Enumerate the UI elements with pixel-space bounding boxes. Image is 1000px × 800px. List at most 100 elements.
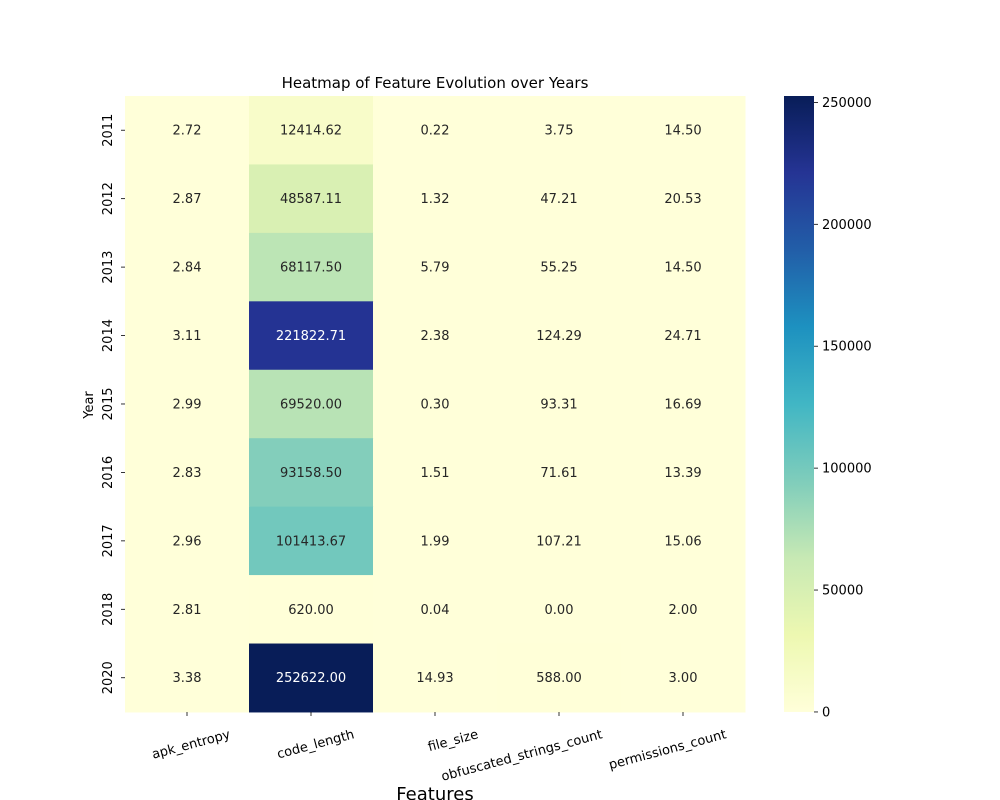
heatmap-cell xyxy=(621,643,746,713)
heatmap-cell xyxy=(373,575,498,645)
heatmap-cell xyxy=(125,96,250,165)
cell-value-label: 0.22 xyxy=(421,124,450,139)
heatmap-cell xyxy=(497,232,622,302)
heatmap-cell xyxy=(125,506,250,576)
cell-value-label: 101413.67 xyxy=(276,534,346,549)
cell-value-label: 14.50 xyxy=(664,261,701,276)
cell-value-label: 0.30 xyxy=(421,397,450,412)
heatmap-cell xyxy=(249,575,374,645)
heatmap-cell xyxy=(497,506,622,576)
x-axis-label: Features xyxy=(396,784,473,800)
cell-value-label: 14.50 xyxy=(664,124,701,139)
x-axis-ticks: apk_entropy code_length file_sizeobfuscate… xyxy=(150,711,728,785)
cell-value-label: 252622.00 xyxy=(276,671,346,686)
heatmap-cell xyxy=(373,301,498,371)
heatmap-cell xyxy=(249,369,374,439)
colorbar-tick-label: 200000 xyxy=(822,218,872,233)
cell-value-label: 20.53 xyxy=(664,192,701,207)
colorbar-tick-label: 100000 xyxy=(822,462,872,477)
heatmap-cell xyxy=(497,369,622,439)
cell-value-label: 3.75 xyxy=(545,124,574,139)
cell-value-label: 3.00 xyxy=(669,671,698,686)
cell-value-label: 68117.50 xyxy=(280,261,342,276)
heatmap-cell xyxy=(249,164,374,234)
cell-value-label: 93158.50 xyxy=(280,466,342,481)
cell-value-label: 2.99 xyxy=(173,397,202,412)
heatmap-cell xyxy=(621,232,746,302)
cell-value-label: 2.00 xyxy=(669,603,698,618)
heatmap-cell xyxy=(125,643,250,713)
heatmap-cell xyxy=(373,643,498,713)
x-tick-label: file_size xyxy=(426,727,480,755)
cell-value-label: 2.87 xyxy=(173,192,202,207)
y-tick-label: 2017 xyxy=(101,524,116,557)
cell-value-label: 93.31 xyxy=(540,397,577,412)
heatmap-cells xyxy=(125,96,746,713)
cell-value-label: 2.96 xyxy=(173,534,202,549)
heatmap-cell xyxy=(125,232,250,302)
cell-value-label: 69520.00 xyxy=(280,397,342,412)
heatmap-cell xyxy=(125,369,250,439)
heatmap-cell xyxy=(373,96,498,165)
heatmap-cell xyxy=(249,301,374,371)
y-tick-label: 2014 xyxy=(101,319,116,352)
cell-value-label: 2.84 xyxy=(173,261,202,276)
y-tick-label: 2011 xyxy=(101,114,116,147)
cell-value-label: 13.39 xyxy=(664,466,701,481)
cell-value-label: 71.61 xyxy=(540,466,577,481)
cell-value-label: 588.00 xyxy=(536,671,582,686)
heatmap-cell xyxy=(125,164,250,234)
heatmap-cell xyxy=(497,96,622,165)
heatmap-cell xyxy=(497,301,622,371)
heatmap-cell xyxy=(621,96,746,165)
heatmap-cell xyxy=(249,232,374,302)
cell-value-label: 5.79 xyxy=(421,261,450,276)
cell-value-label: 24.71 xyxy=(664,329,701,344)
cell-value-label: 16.69 xyxy=(664,397,701,412)
x-tick-label: apk_entropy xyxy=(150,727,232,762)
cell-annotations: 2.72 12414.62 0.22 3.75 14.50 2.87 48587.11 1.3… xyxy=(173,124,702,687)
heatmap-cell xyxy=(497,575,622,645)
heatmap-cell xyxy=(125,438,250,508)
colorbar-gradient xyxy=(784,96,814,712)
cell-value-label: 1.32 xyxy=(421,192,450,207)
cell-value-label: 2.81 xyxy=(173,603,202,618)
heatmap-cell xyxy=(621,438,746,508)
heatmap-cell xyxy=(497,438,622,508)
cell-value-label: 0.04 xyxy=(421,603,450,618)
heatmap-cell xyxy=(249,438,374,508)
y-tick-label: 2016 xyxy=(101,456,116,489)
cell-value-label: 47.21 xyxy=(540,192,577,207)
colorbar-tick-label: 50000 xyxy=(822,584,863,599)
y-tick-label: 2020 xyxy=(101,661,116,694)
heatmap-cell xyxy=(373,506,498,576)
heatmap-cell xyxy=(373,164,498,234)
cell-value-label: 3.11 xyxy=(173,329,202,344)
heatmap-cell xyxy=(249,96,374,165)
heatmap-cell xyxy=(125,301,250,371)
cell-value-label: 12414.62 xyxy=(280,124,342,139)
cell-value-label: 620.00 xyxy=(288,603,334,618)
y-tick-label: 2018 xyxy=(101,593,116,626)
heatmap-cell xyxy=(621,301,746,371)
colorbar: 0 50000 100000 150000 200000 250000 xyxy=(784,96,872,720)
heatmap-cell xyxy=(497,164,622,234)
heatmap-cell xyxy=(373,232,498,302)
y-tick-label: 2012 xyxy=(101,182,116,215)
cell-value-label: 15.06 xyxy=(664,534,701,549)
cell-value-label: 55.25 xyxy=(540,261,577,276)
colorbar-tick-label: 0 xyxy=(822,705,830,720)
cell-value-label: 107.21 xyxy=(536,534,582,549)
heatmap-cell xyxy=(249,643,374,713)
heatmap-cell xyxy=(125,575,250,645)
y-axis-label: Year xyxy=(82,391,97,420)
cell-value-label: 1.99 xyxy=(421,534,450,549)
heatmap-cell xyxy=(621,164,746,234)
x-tick-label: permissions_count xyxy=(607,727,728,773)
heatmap-cell xyxy=(621,575,746,645)
y-axis-ticks: 2011 2012 2013 2014 2015 2016 2017 2018 2020 xyxy=(101,114,125,694)
cell-value-label: 124.29 xyxy=(536,329,582,344)
heatmap-cell xyxy=(621,369,746,439)
cell-value-label: 14.93 xyxy=(416,671,453,686)
